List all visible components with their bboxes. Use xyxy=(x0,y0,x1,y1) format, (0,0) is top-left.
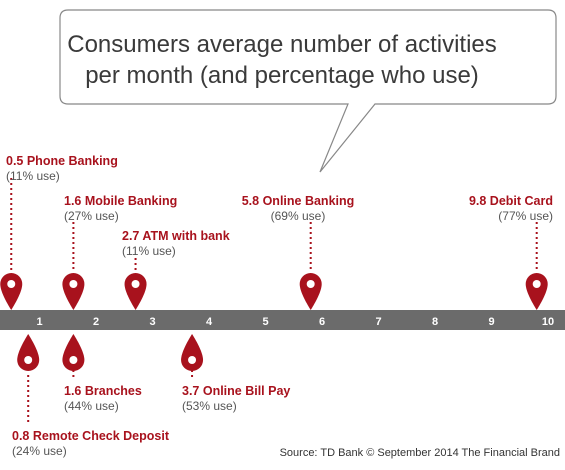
data-point-atm-with-bank: 2.7 ATM with bank(11% use) xyxy=(122,229,230,310)
pin-marker-hole xyxy=(24,356,33,364)
pin-marker xyxy=(62,334,85,371)
chart-title-line-1: Consumers average number of activities xyxy=(67,31,497,58)
usage-label: (77% use) xyxy=(498,209,553,223)
pin-marker-hole xyxy=(69,280,78,288)
data-point-phone-banking: 0.5 Phone Banking(11% use) xyxy=(0,154,118,310)
data-label: 2.7 ATM with bank xyxy=(122,229,230,243)
axis-bar xyxy=(0,310,565,330)
data-label: 0.8 Remote Check Deposit xyxy=(12,429,170,443)
pin-marker xyxy=(525,273,548,310)
pin-marker xyxy=(62,273,85,310)
pin-marker xyxy=(17,334,40,371)
data-point-online-bill-pay: 3.7 Online Bill Pay(53% use) xyxy=(181,334,290,413)
tick-label: 1 xyxy=(36,316,42,328)
pin-marker-hole xyxy=(69,356,78,364)
pin-marker xyxy=(181,334,204,371)
tick-label: 9 xyxy=(488,316,494,328)
tick-label: 6 xyxy=(319,316,325,328)
data-label: 1.6 Mobile Banking xyxy=(64,194,177,208)
pin-marker xyxy=(299,273,322,310)
data-label: 3.7 Online Bill Pay xyxy=(182,384,290,398)
data-point-mobile-banking: 1.6 Mobile Banking(27% use) xyxy=(62,194,177,310)
data-label: 1.6 Branches xyxy=(64,384,142,398)
usage-label: (69% use) xyxy=(271,209,326,223)
pin-marker-hole xyxy=(188,356,197,364)
pin-marker xyxy=(0,273,23,310)
data-point-remote-check-deposit: 0.8 Remote Check Deposit(24% use) xyxy=(12,334,170,458)
title-bubble-shape xyxy=(59,9,557,173)
pin-marker-hole xyxy=(532,280,541,288)
usage-label: (24% use) xyxy=(12,444,67,458)
source-credit: Source: TD Bank © September 2014 The Fin… xyxy=(280,447,560,459)
tick-label: 3 xyxy=(149,316,155,328)
chart-title-line-2: per month (and percentage who use) xyxy=(85,62,479,89)
pin-marker-hole xyxy=(7,280,16,288)
tick-label: 7 xyxy=(375,316,381,328)
pin-marker-hole xyxy=(306,280,315,288)
usage-label: (53% use) xyxy=(182,399,237,413)
data-point-online-banking: 5.8 Online Banking(69% use) xyxy=(242,194,355,310)
usage-label: (44% use) xyxy=(64,399,119,413)
usage-label: (11% use) xyxy=(122,244,176,258)
data-markers: 0.5 Phone Banking(11% use)0.8 Remote Che… xyxy=(0,154,553,458)
data-point-debit-card: 9.8 Debit Card(77% use) xyxy=(469,194,553,310)
usage-label: (27% use) xyxy=(64,209,119,223)
data-label: 0.5 Phone Banking xyxy=(6,154,118,168)
pin-marker xyxy=(124,273,147,310)
axis-ticks: 1 2 3 4 5 6 7 8 9 10 xyxy=(36,316,554,328)
data-point-branches: 1.6 Branches(44% use) xyxy=(62,334,142,413)
usage-label: (11% use) xyxy=(6,169,60,183)
tick-label: 8 xyxy=(432,316,438,328)
pin-marker-hole xyxy=(131,280,140,288)
tick-label: 5 xyxy=(262,316,268,328)
tick-label: 2 xyxy=(93,316,99,328)
title-bubble: Consumers average number of activities p… xyxy=(59,9,557,173)
data-label: 5.8 Online Banking xyxy=(242,194,355,208)
tick-label: 10 xyxy=(542,316,554,328)
data-label: 9.8 Debit Card xyxy=(469,194,553,208)
tick-label: 4 xyxy=(206,316,213,328)
